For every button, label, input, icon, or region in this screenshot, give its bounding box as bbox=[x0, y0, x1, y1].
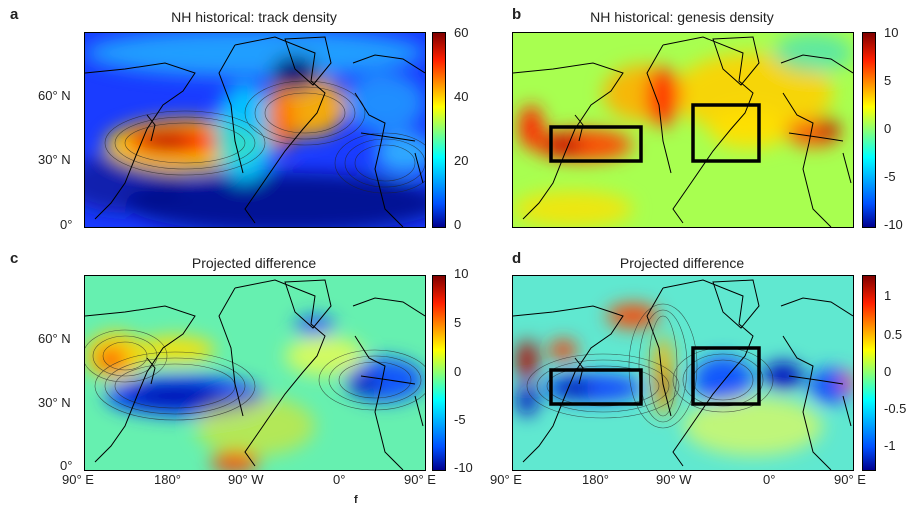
panel-letter: d bbox=[512, 250, 522, 267]
colorbar-tick: 0 bbox=[884, 364, 892, 379]
colorbar-gradient bbox=[863, 276, 875, 470]
coastlines bbox=[85, 279, 425, 470]
x-tick-label: 90° E bbox=[62, 472, 94, 487]
x-tick-label: 90° E bbox=[490, 472, 522, 487]
x-tick-label: 180° bbox=[582, 472, 609, 487]
colorbar-tick: -5 bbox=[884, 169, 896, 184]
colorbar-tick: -1 bbox=[884, 438, 896, 453]
y-tick-label: 30° N bbox=[38, 152, 71, 167]
highlight-box bbox=[691, 346, 761, 406]
y-tick-label: 60° N bbox=[38, 331, 71, 346]
panel-letter: a bbox=[10, 6, 19, 23]
colorbar-tick: 0 bbox=[454, 364, 462, 379]
y-tick-label: 0° bbox=[60, 458, 73, 473]
projected-difference-map bbox=[84, 275, 426, 471]
x-tick-label: 90° E bbox=[404, 472, 436, 487]
y-tick-label: 0° bbox=[60, 217, 73, 232]
highlight-box bbox=[549, 125, 643, 163]
genesis-density-map bbox=[512, 32, 854, 228]
colorbar-tick: 0 bbox=[884, 121, 892, 136]
panel-letter: b bbox=[512, 6, 522, 23]
cropped-panel-letter: f bbox=[354, 494, 358, 506]
x-tick-label: 90° W bbox=[656, 472, 692, 487]
panel-letter: c bbox=[10, 250, 19, 267]
colorbar-tick: -10 bbox=[454, 460, 473, 475]
highlight-box bbox=[691, 103, 761, 163]
highlight-box bbox=[549, 368, 643, 406]
colorbar-tick: 5 bbox=[884, 73, 892, 88]
projected-difference-map bbox=[512, 275, 854, 471]
colorbar-tick: -0.5 bbox=[884, 401, 907, 416]
colorbar bbox=[432, 275, 446, 471]
colorbar-gradient bbox=[433, 33, 445, 227]
colorbar bbox=[862, 275, 876, 471]
x-tick-label: 0° bbox=[763, 472, 776, 487]
colorbar-gradient bbox=[863, 33, 875, 227]
coastlines bbox=[513, 36, 853, 227]
colorbar bbox=[432, 32, 446, 228]
colorbar-tick: 1 bbox=[884, 288, 892, 303]
panel-title: Projected difference bbox=[191, 255, 317, 271]
coastlines bbox=[513, 279, 853, 470]
coastlines bbox=[85, 36, 425, 227]
colorbar bbox=[862, 32, 876, 228]
colorbar-tick: 10 bbox=[454, 266, 469, 281]
contour-lines bbox=[104, 80, 425, 194]
colorbar-tick: -5 bbox=[454, 412, 466, 427]
colorbar-gradient bbox=[433, 276, 445, 470]
contour-lines bbox=[85, 329, 425, 421]
colorbar-tick: 40 bbox=[454, 89, 469, 104]
x-tick-label: 0° bbox=[333, 472, 346, 487]
colorbar-tick: 0 bbox=[454, 217, 462, 232]
colorbar-tick: 5 bbox=[454, 315, 462, 330]
x-tick-label: 180° bbox=[154, 472, 181, 487]
panel-title: Projected difference bbox=[619, 255, 745, 271]
colorbar-tick: 20 bbox=[454, 153, 469, 168]
colorbar-tick: 60 bbox=[454, 25, 469, 40]
colorbar-tick: -10 bbox=[884, 217, 903, 232]
y-tick-label: 30° N bbox=[38, 395, 71, 410]
track-density-map bbox=[84, 32, 426, 228]
y-tick-label: 60° N bbox=[38, 88, 71, 103]
x-tick-label: 90° E bbox=[834, 472, 866, 487]
panel-title: NH historical: track density bbox=[171, 9, 337, 25]
colorbar-tick: 10 bbox=[884, 25, 899, 40]
colorbar-tick: 0.5 bbox=[884, 327, 903, 342]
panel-title: NH historical: genesis density bbox=[590, 9, 774, 25]
x-tick-label: 90° W bbox=[228, 472, 264, 487]
